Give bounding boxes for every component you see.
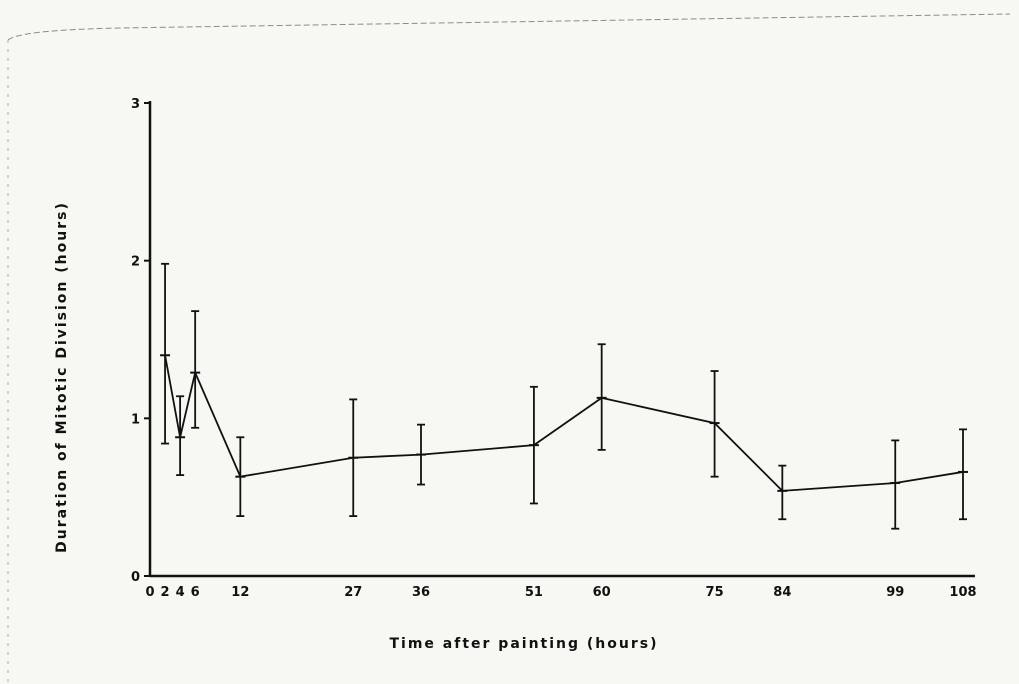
x-tick-label: 108 (949, 585, 976, 600)
x-tick-label: 6 (191, 585, 200, 600)
x-tick-label: 51 (525, 585, 543, 600)
x-tick-label: 75 (706, 585, 724, 600)
x-tick-label: 2 (161, 585, 170, 600)
x-tick-label: 12 (231, 585, 249, 600)
y-tick-label: 1 (131, 412, 140, 427)
y-tick-label: 3 (131, 97, 140, 112)
x-tick-label: 4 (176, 585, 185, 600)
y-tick-label: 0 (131, 570, 140, 585)
y-axis-title: Duration of Mitotic Division (hours) (54, 201, 70, 553)
x-tick-label: 99 (886, 585, 904, 600)
series-line (164, 355, 964, 492)
x-tick-label: 36 (412, 585, 430, 600)
x-tick-label: 84 (773, 585, 791, 600)
x-tick-label: 27 (344, 585, 362, 600)
page-border (7, 13, 1011, 41)
x-axis-title: Time after painting (hours) (390, 636, 659, 652)
x-tick-label: 0 (145, 585, 154, 600)
y-tick-label: 2 (131, 255, 140, 270)
x-tick-label: 60 (593, 585, 611, 600)
